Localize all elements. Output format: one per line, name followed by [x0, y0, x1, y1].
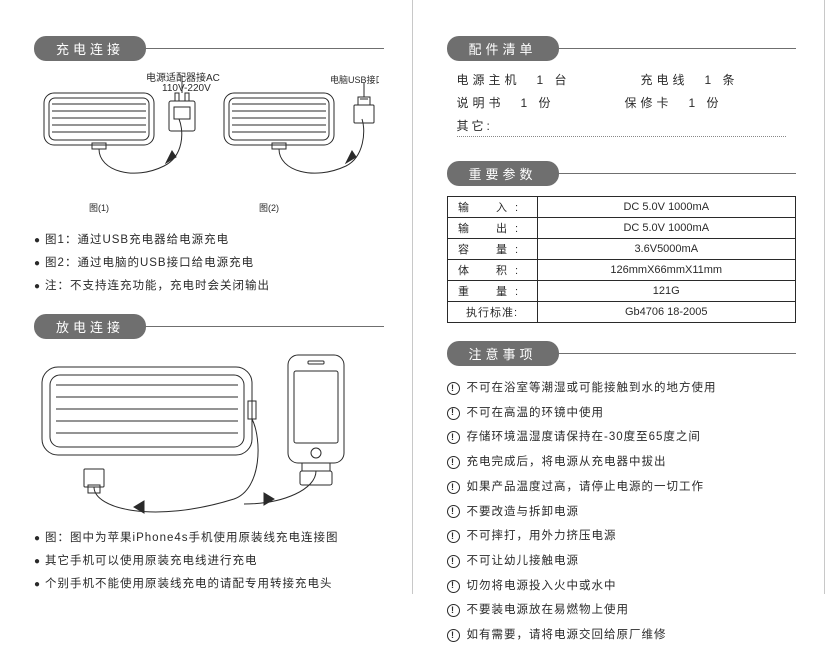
heading-params: 重要参数: [447, 161, 559, 186]
notice-text: 不可在浴室等潮湿或可能接触到水的地方使用: [467, 376, 717, 401]
warning-icon: !: [447, 555, 460, 568]
discharge-note-2: 其它手机可以使用原装充电线进行充电: [34, 550, 384, 573]
heading-accessories: 配件清单: [447, 36, 559, 61]
notice-item: ! 切勿将电源投入火中或水中: [447, 574, 797, 599]
notice-list: ! 不可在浴室等潮湿或可能接触到水的地方使用! 不可在高温的环镜中使用! 存储环境温湿…: [447, 376, 797, 648]
warning-icon: !: [447, 580, 460, 593]
discharge-note-1: 图：图中为苹果iPhone4s手机使用原装线充电连接图: [34, 527, 384, 550]
param-label: 容 量:: [447, 239, 537, 260]
table-row: 执行标准:Gb4706 18-2005: [447, 302, 796, 323]
fig2-label: 电脑USB接口: [330, 74, 379, 85]
section-header-params: 重要参数: [447, 161, 797, 186]
acc-other: 其它:: [457, 117, 787, 137]
warning-icon: !: [447, 505, 460, 518]
fig1-label2: 110V-220V: [162, 83, 211, 94]
warning-icon: !: [447, 530, 460, 543]
heading-notice: 注意事项: [447, 341, 559, 366]
fig2-caption: 图(2): [259, 203, 279, 213]
charge-note-2: 图2：通过电脑的USB接口给电源充电: [34, 252, 384, 275]
acc-1a: 电源主机 1 台: [457, 71, 571, 88]
charge-note-3: 注：不支持连充功能，充电时会关闭输出: [34, 275, 384, 298]
notice-item: ! 不要改造与拆卸电源: [447, 500, 797, 525]
accessories-list: 电源主机 1 台 充电线 1 条 说明书 1 份 保修卡 1 份 其它:: [447, 71, 797, 155]
charge-diagram: 电源适配器接AC 110V-220V 图(1) 电: [34, 71, 384, 221]
warning-icon: !: [447, 629, 460, 642]
param-value: 121G: [537, 281, 796, 302]
heading-line: [557, 173, 796, 174]
discharge-notes: 图：图中为苹果iPhone4s手机使用原装线充电连接图 其它手机可以使用原装充电…: [34, 527, 384, 596]
table-row: 容 量:3.6V5000mA: [447, 239, 796, 260]
notice-item: ! 不可在浴室等潮湿或可能接触到水的地方使用: [447, 376, 797, 401]
notice-text: 不可摔打，用外力挤压电源: [467, 524, 617, 549]
section-header-accessories: 配件清单: [447, 36, 797, 61]
notice-item: ! 不要装电源放在易燃物上使用: [447, 598, 797, 623]
param-value: 126mmX66mmX11mm: [537, 260, 796, 281]
params-table: 输 入:DC 5.0V 1000mA输 出:DC 5.0V 1000mA容 量:…: [447, 196, 797, 323]
notice-item: ! 存储环境温湿度请保持在-30度至65度之间: [447, 425, 797, 450]
notice-text: 如有需要，请将电源交回给原厂维修: [467, 623, 667, 648]
warning-icon: !: [447, 604, 460, 617]
discharge-diagram: [34, 349, 384, 519]
notice-item: ! 不可在高温的环镜中使用: [447, 401, 797, 426]
fig1-caption: 图(1): [89, 203, 109, 213]
table-row: 输 入:DC 5.0V 1000mA: [447, 197, 796, 218]
left-page: 充电连接: [0, 0, 413, 594]
charge-note-1: 图1：通过USB充电器给电源充电: [34, 229, 384, 252]
param-label: 输 入:: [447, 197, 537, 218]
warning-icon: !: [447, 431, 460, 444]
notice-item: ! 不可让幼儿接触电源: [447, 549, 797, 574]
acc-2b: 保修卡 1 份: [625, 94, 723, 111]
notice-item: ! 如果产品温度过高，请停止电源的一切工作: [447, 475, 797, 500]
charge-notes: 图1：通过USB充电器给电源充电 图2：通过电脑的USB接口给电源充电 注：不支…: [34, 229, 384, 298]
notice-text: 不要装电源放在易燃物上使用: [467, 598, 630, 623]
param-label: 重 量:: [447, 281, 537, 302]
notice-item: ! 充电完成后，将电源从充电器中拔出: [447, 450, 797, 475]
param-label: 体 积:: [447, 260, 537, 281]
table-row: 输 出:DC 5.0V 1000mA: [447, 218, 796, 239]
warning-icon: !: [447, 456, 460, 469]
heading-line: [144, 48, 383, 49]
table-row: 体 积:126mmX66mmX11mm: [447, 260, 796, 281]
heading-line: [557, 48, 796, 49]
notice-text: 如果产品温度过高，请停止电源的一切工作: [467, 475, 705, 500]
section-header-discharge: 放电连接: [34, 314, 384, 339]
section-header-notice: 注意事项: [447, 341, 797, 366]
param-value: DC 5.0V 1000mA: [537, 197, 796, 218]
heading-line: [144, 326, 383, 327]
heading-charge: 充电连接: [34, 36, 146, 61]
notice-text: 切勿将电源投入火中或水中: [467, 574, 617, 599]
warning-icon: !: [447, 481, 460, 494]
param-value: DC 5.0V 1000mA: [537, 218, 796, 239]
warning-icon: !: [447, 407, 460, 420]
right-page: 配件清单 电源主机 1 台 充电线 1 条 说明书 1 份 保修卡 1 份 其它…: [413, 0, 825, 594]
acc-1b: 充电线 1 条: [641, 71, 739, 88]
heading-discharge: 放电连接: [34, 314, 146, 339]
notice-item: ! 不可摔打，用外力挤压电源: [447, 524, 797, 549]
param-value: Gb4706 18-2005: [537, 302, 796, 323]
notice-text: 不要改造与拆卸电源: [467, 500, 580, 525]
param-value: 3.6V5000mA: [537, 239, 796, 260]
param-label: 输 出:: [447, 218, 537, 239]
table-row: 重 量:121G: [447, 281, 796, 302]
notice-text: 不可让幼儿接触电源: [467, 549, 580, 574]
notice-text: 充电完成后，将电源从充电器中拔出: [467, 450, 667, 475]
discharge-note-3: 个别手机不能使用原装线充电的请配专用转接充电头: [34, 573, 384, 596]
acc-2a: 说明书 1 份: [457, 94, 555, 111]
section-header-charge: 充电连接: [34, 36, 384, 61]
notice-item: ! 如有需要，请将电源交回给原厂维修: [447, 623, 797, 648]
notice-text: 不可在高温的环镜中使用: [467, 401, 605, 426]
param-label: 执行标准:: [447, 302, 537, 323]
heading-line: [557, 353, 796, 354]
notice-text: 存储环境温湿度请保持在-30度至65度之间: [467, 425, 701, 450]
warning-icon: !: [447, 382, 460, 395]
